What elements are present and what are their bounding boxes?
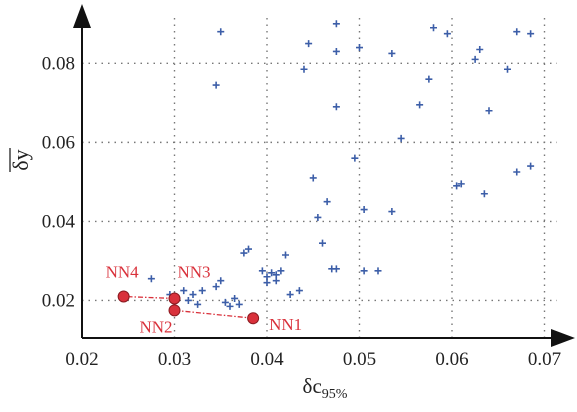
scatter-point xyxy=(189,291,197,299)
scatter-point xyxy=(332,103,340,111)
nn-point-nn4 xyxy=(117,290,130,303)
scatter-point xyxy=(457,180,465,188)
x-tick-label: 0.02 xyxy=(65,349,98,370)
scatter-point xyxy=(388,49,396,57)
y-axis-label-group: δy xyxy=(8,148,33,172)
scatter-point xyxy=(527,162,535,170)
scatter-point xyxy=(184,296,192,304)
scatter-point xyxy=(360,206,368,214)
scatter-point xyxy=(527,30,535,38)
scatter-point xyxy=(425,75,433,83)
scatter-point xyxy=(147,275,155,283)
scatter-point xyxy=(245,245,252,253)
data-points xyxy=(147,20,535,310)
nn-point-nn2 xyxy=(168,304,181,317)
scatter-point xyxy=(430,24,437,32)
x-axis-label: δc95% xyxy=(303,374,348,402)
y-tick-label: 0.02 xyxy=(42,290,75,311)
nn-point-nn3 xyxy=(168,292,181,305)
nn-connector-line xyxy=(123,295,175,300)
scatter-point xyxy=(305,40,313,48)
scatter-point xyxy=(351,154,359,162)
scatter-point xyxy=(309,174,317,182)
nn-label-nn3: NN3 xyxy=(178,262,211,281)
scatter-point xyxy=(198,287,206,295)
x-axis-arrow xyxy=(551,329,575,347)
scatter-point xyxy=(277,267,285,275)
scatter-point xyxy=(397,134,405,142)
x-tick-label: 0.03 xyxy=(158,349,191,370)
scatter-point xyxy=(513,28,521,36)
scatter-point xyxy=(323,198,331,206)
scatter-point xyxy=(226,302,234,310)
scatter-point xyxy=(453,182,461,190)
y-tick-label: 0.04 xyxy=(42,211,76,232)
scatter-point xyxy=(212,81,220,89)
axes xyxy=(73,4,575,347)
scatter-point xyxy=(332,47,340,55)
scatter-point xyxy=(240,249,248,257)
scatter-point xyxy=(416,101,424,109)
scatter-point xyxy=(314,213,322,221)
grid-lines xyxy=(82,16,557,338)
tick-labels: 0.02 0.03 0.04 0.05 0.06 0.07 0.02 0.04 0.06 0.08 xyxy=(42,53,561,370)
scatter-point xyxy=(272,271,280,279)
y-axis-arrow xyxy=(73,4,91,28)
scatter-point xyxy=(194,300,202,308)
scatter-point xyxy=(295,287,303,295)
scatter-point xyxy=(374,267,382,275)
nn-label-nn2: NN2 xyxy=(139,317,172,336)
scatter-point xyxy=(217,277,225,285)
scatter-point xyxy=(258,267,266,275)
scatter-point xyxy=(212,283,220,291)
scatter-point xyxy=(476,45,484,53)
scatter-point xyxy=(286,291,294,299)
scatter-point xyxy=(513,168,521,176)
axis-labels: δc95% δy xyxy=(8,148,348,402)
scatter-point xyxy=(300,65,308,73)
x-tick-label: 0.07 xyxy=(528,349,561,370)
scatter-point xyxy=(272,277,280,285)
scatter-point xyxy=(356,44,363,52)
highlighted-points: NN1 NN2 NN3 NN4 xyxy=(106,262,303,336)
scatter-point xyxy=(235,300,243,308)
scatter-point xyxy=(263,279,271,287)
nn-connector-line xyxy=(174,309,254,319)
scatter-point xyxy=(221,298,229,306)
scatter-point xyxy=(282,251,289,259)
scatter-point xyxy=(360,267,368,275)
nn-label-nn4: NN4 xyxy=(106,263,140,282)
scatter-point xyxy=(485,107,493,115)
scatter-point xyxy=(231,294,239,302)
scatter-point xyxy=(332,265,340,273)
scatter-point xyxy=(217,28,225,36)
scatter-point xyxy=(263,273,271,281)
scatter-point xyxy=(443,30,451,38)
y-tick-label: 0.06 xyxy=(42,132,75,153)
y-tick-label: 0.08 xyxy=(42,53,75,74)
x-tick-label: 0.04 xyxy=(250,349,284,370)
scatter-point xyxy=(471,55,479,63)
x-tick-label: 0.06 xyxy=(435,349,468,370)
nn-point-nn1 xyxy=(247,312,260,325)
scatter-point xyxy=(504,65,511,73)
nn-label-nn1: NN1 xyxy=(269,315,302,334)
scatter-point xyxy=(480,190,488,198)
scatter-point xyxy=(180,287,188,295)
y-axis-label: δy xyxy=(8,149,33,170)
scatter-point xyxy=(319,239,326,247)
scatter-point xyxy=(332,20,340,28)
scatter-point xyxy=(268,269,276,277)
x-tick-label: 0.05 xyxy=(343,349,376,370)
scatter-point xyxy=(388,208,396,216)
